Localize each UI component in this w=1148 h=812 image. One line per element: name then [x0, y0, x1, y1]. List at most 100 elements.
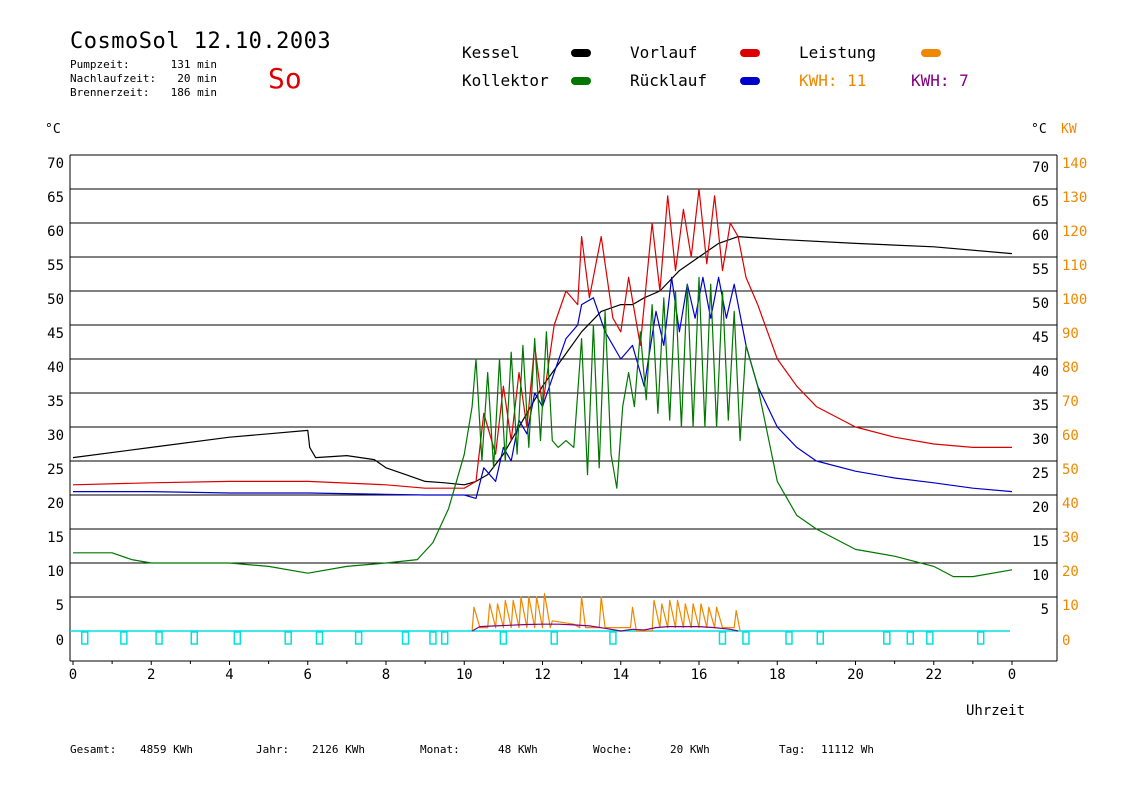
- y-tick-left: 70: [47, 156, 64, 172]
- series-line-leistung: [471, 592, 741, 632]
- pump-marker: [440, 631, 449, 645]
- y-tick-kw: 50: [1062, 462, 1079, 478]
- legend-ruecklauf-label: Rücklauf: [630, 71, 708, 90]
- x-tick-label: 4: [225, 667, 233, 683]
- y-tick-kw: 0: [1062, 633, 1070, 649]
- footer-tag-value: 11112 Wh: [821, 743, 874, 756]
- y-tick-left: 30: [47, 428, 64, 444]
- y-tick-kw: 120: [1062, 224, 1087, 240]
- footer-gesamt-label: Gesamt:: [70, 743, 117, 756]
- series-line-kwh-secondary: [471, 623, 739, 632]
- y-tick-kw: 70: [1062, 394, 1079, 410]
- legend-kollektor-label: Kollektor: [462, 71, 549, 90]
- legend-vorlauf-label: Vorlauf: [630, 43, 698, 62]
- x-tick-label: 10: [456, 667, 473, 683]
- y-tick-kw: 80: [1062, 360, 1079, 376]
- stat-value-nachlaufzeit: 20 min: [177, 72, 217, 85]
- y-tick-left: 0: [56, 633, 64, 649]
- y-tick-right: 5: [1041, 602, 1049, 618]
- x-tick-label: 2: [147, 667, 155, 683]
- pump-marker: [315, 631, 324, 645]
- stat-value-pumpzeit: 131 min: [170, 58, 217, 71]
- legend-kessel-swatch: [571, 49, 591, 57]
- footer-woche-label: Woche:: [593, 743, 633, 756]
- x-tick-label: 18: [769, 667, 786, 683]
- stat-label-brennerzeit: Brennerzeit:: [70, 86, 150, 99]
- y-tick-kw: 10: [1062, 598, 1079, 614]
- y-tick-kw: 130: [1062, 190, 1087, 206]
- y-tick-kw: 140: [1062, 156, 1087, 172]
- y-tick-kw: 40: [1062, 496, 1079, 512]
- y-tick-left: 55: [47, 258, 64, 274]
- footer-monat-label: Monat:: [420, 743, 460, 756]
- pump-marker: [609, 631, 617, 645]
- series-line-vorlauf: [72, 188, 1012, 489]
- footer-jahr-value: 2126 KWh: [312, 743, 365, 756]
- legend-kessel-label: Kessel: [462, 43, 520, 62]
- pump-marker: [155, 631, 163, 645]
- y-axis-unit-kw: KW: [1061, 122, 1077, 137]
- pump-marker: [80, 631, 89, 645]
- pump-marker: [883, 631, 891, 645]
- legend-kwh-secondary: KWH: 7: [911, 71, 969, 90]
- x-tick-label: 20: [847, 667, 864, 683]
- y-tick-right: 20: [1032, 500, 1049, 516]
- x-tick-label: 12: [534, 667, 551, 683]
- y-tick-right: 60: [1032, 228, 1049, 244]
- y-tick-right: 35: [1032, 398, 1049, 414]
- weekday-label: So: [268, 62, 302, 95]
- stat-value-brennerzeit: 186 min: [170, 86, 217, 99]
- y-tick-left: 25: [47, 462, 64, 478]
- y-tick-right: 65: [1032, 194, 1049, 210]
- y-axis-unit-left: °C: [45, 122, 61, 137]
- pump-marker: [190, 631, 199, 645]
- y-tick-kw: 110: [1062, 258, 1087, 274]
- x-tick-label: 0: [69, 667, 77, 683]
- y-tick-kw: 90: [1062, 326, 1079, 342]
- pump-marker: [742, 631, 750, 645]
- pump-marker: [785, 631, 793, 645]
- pump-marker: [718, 631, 727, 645]
- legend-kwh-leistung: KWH: 11: [799, 71, 867, 90]
- legend-vorlauf-swatch: [740, 49, 760, 57]
- footer-woche-value: 20 KWh: [670, 743, 710, 756]
- y-axis-unit-right: °C: [1031, 122, 1047, 137]
- y-tick-left: 65: [47, 190, 64, 206]
- legend-ruecklauf-swatch: [740, 77, 760, 85]
- footer-tag-label: Tag:: [779, 743, 806, 756]
- y-tick-right: 30: [1032, 432, 1049, 448]
- series-line-ruecklauf: [73, 276, 1013, 499]
- footer-monat-value: 48 KWh: [498, 743, 538, 756]
- pump-marker: [976, 631, 985, 645]
- y-tick-left: 40: [47, 360, 64, 376]
- series-line-kollektor: [73, 276, 1013, 578]
- y-tick-left: 15: [47, 530, 64, 546]
- y-tick-right: 45: [1032, 330, 1049, 346]
- x-tick-label: 0: [1008, 667, 1016, 683]
- y-tick-kw: 60: [1062, 428, 1079, 444]
- pump-marker: [906, 631, 915, 645]
- footer-gesamt-value: 4859 KWh: [140, 743, 193, 756]
- x-axis-label: Uhrzeit: [966, 703, 1025, 719]
- pump-marker: [926, 631, 934, 645]
- y-tick-left: 50: [47, 292, 64, 308]
- legend-kollektor-swatch: [571, 77, 591, 85]
- y-tick-right: 50: [1032, 296, 1049, 312]
- x-tick-label: 14: [612, 667, 629, 683]
- x-tick-label: 16: [691, 667, 708, 683]
- y-tick-kw: 20: [1062, 564, 1079, 580]
- y-tick-left: 35: [47, 394, 64, 410]
- y-tick-left: 45: [47, 326, 64, 342]
- y-tick-right: 55: [1032, 262, 1049, 278]
- y-tick-left: 10: [47, 564, 64, 580]
- y-tick-left: 20: [47, 496, 64, 512]
- pump-marker: [429, 631, 437, 645]
- y-tick-right: 25: [1032, 466, 1049, 482]
- legend-leistung-swatch: [921, 49, 941, 57]
- y-tick-right: 10: [1032, 568, 1049, 584]
- pump-marker: [233, 631, 242, 645]
- y-tick-right: 15: [1032, 534, 1049, 550]
- pump-marker: [354, 631, 363, 645]
- y-tick-left: 60: [47, 224, 64, 240]
